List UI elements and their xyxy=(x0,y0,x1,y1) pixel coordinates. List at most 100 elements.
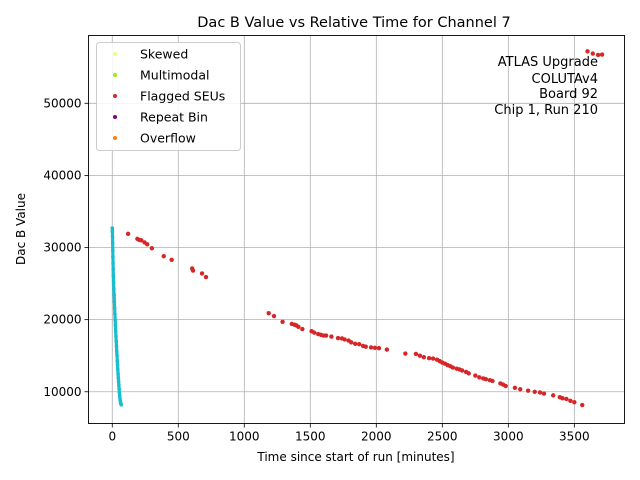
normal-point xyxy=(117,390,122,395)
normal-point xyxy=(113,329,118,333)
y-axis-label: Dac B Value xyxy=(14,193,28,265)
flagged-seu-point xyxy=(125,231,131,237)
legend-marker-repeat-bin xyxy=(113,115,117,119)
normal-points xyxy=(110,226,124,407)
legend-label-overflow: Overflow xyxy=(140,131,196,146)
y-tick-label: 20000 xyxy=(43,313,81,327)
legend-marker-overflow xyxy=(113,136,117,140)
flagged-seu-point xyxy=(342,337,347,342)
flagged-seu-point xyxy=(352,341,358,347)
normal-point xyxy=(113,317,117,322)
x-tick-label: 2500 xyxy=(427,430,458,444)
x-axis-ticks: 0 500 1000 1500 2000 2500 3000 3500 xyxy=(108,423,590,444)
chart-title: Dac B Value vs Relative Time for Channel… xyxy=(197,15,510,31)
normal-point xyxy=(117,393,122,398)
flagged-seu-point xyxy=(473,373,478,378)
flagged-seu-point xyxy=(403,351,408,356)
normal-point xyxy=(114,339,119,344)
flagged-seu-point xyxy=(483,376,489,382)
flagged-seu-point xyxy=(512,385,518,391)
flagged-seu-point xyxy=(417,353,423,358)
normal-point xyxy=(111,280,116,284)
flagged-seu-point xyxy=(525,388,531,393)
flagged-seu-point xyxy=(376,345,382,351)
normal-point xyxy=(112,299,117,304)
legend-label-skewed: Skewed xyxy=(140,47,188,62)
flagged-seu-point xyxy=(541,391,547,396)
flagged-seu-point xyxy=(266,310,271,316)
normal-point xyxy=(116,376,121,380)
normal-point xyxy=(114,344,119,349)
normal-point xyxy=(112,286,116,291)
normal-point xyxy=(116,371,120,376)
legend: Skewed Multimodal Flagged SEUs Repeat Bi… xyxy=(96,42,241,151)
normal-point xyxy=(116,367,120,372)
normal-point xyxy=(115,353,119,358)
legend-label-multimodal: Multimodal xyxy=(140,68,209,83)
flagged-seu-point xyxy=(149,246,155,251)
x-tick-label: 3000 xyxy=(493,430,524,444)
y-tick-label: 40000 xyxy=(43,168,81,182)
flagged-seu-point xyxy=(421,354,427,360)
flagged-seu-point xyxy=(466,371,471,376)
flagged-seu-point xyxy=(560,396,565,401)
flagged-seu-point xyxy=(518,387,523,392)
flagged-seu-point xyxy=(145,242,150,247)
flagged-seu-point xyxy=(203,274,209,280)
flagged-seu-point xyxy=(595,52,601,58)
flagged-seu-point xyxy=(580,402,585,408)
run-annotation: ATLAS Upgrade COLUTAv4 Board 92 Chip 1, … xyxy=(494,55,598,118)
legend-label-flagged-seus: Flagged SEUs xyxy=(140,89,225,104)
y-tick-label: 10000 xyxy=(43,385,81,399)
x-tick-label: 500 xyxy=(167,430,190,444)
flagged-seu-point xyxy=(335,335,341,341)
y-tick-label: 50000 xyxy=(43,96,81,110)
normal-point xyxy=(110,229,115,234)
normal-point xyxy=(114,334,118,339)
normal-point xyxy=(114,349,119,354)
normal-point xyxy=(115,363,120,367)
normal-point xyxy=(110,234,115,239)
flagged-seu-point xyxy=(349,340,354,345)
y-axis-ticks: 10000 20000 30000 40000 50000 xyxy=(43,96,89,399)
flagged-seu-point xyxy=(161,253,166,259)
flagged-seu-point xyxy=(490,378,495,384)
flagged-seu-point xyxy=(300,326,305,332)
flagged-seu-point xyxy=(323,333,329,338)
flagged-seu-point xyxy=(564,396,569,402)
normal-point xyxy=(111,267,115,271)
x-tick-label: 3500 xyxy=(559,430,590,444)
flagged-seu-point xyxy=(296,324,301,330)
normal-point xyxy=(116,379,121,384)
normal-point xyxy=(112,306,117,310)
flagged-seu-point xyxy=(477,375,482,380)
legend-marker-multimodal xyxy=(113,73,117,77)
flagged-seu-point xyxy=(368,345,374,350)
x-axis-label: Time since start of run [minutes] xyxy=(256,450,454,464)
flagged-seu-point xyxy=(372,345,378,350)
flagged-seu-point xyxy=(537,390,543,395)
flagged-seu-point xyxy=(430,356,436,361)
flagged-seu-point xyxy=(271,313,277,319)
legend-marker-flagged-seus xyxy=(113,94,117,98)
normal-point xyxy=(115,358,120,363)
flagged-seu-point xyxy=(413,351,419,357)
flagged-seu-point xyxy=(169,257,174,262)
x-tick-label: 1000 xyxy=(229,430,260,444)
normal-point xyxy=(110,248,115,253)
normal-point xyxy=(111,261,115,266)
flagged-seu-point xyxy=(585,49,590,54)
flagged-seu-point xyxy=(572,400,577,405)
flagged-seu-point xyxy=(280,319,285,325)
flagged-seu-point xyxy=(329,334,334,339)
flagged-seu-point xyxy=(599,52,605,57)
flagged-seu-point xyxy=(532,389,537,394)
x-tick-label: 0 xyxy=(108,430,116,444)
normal-point xyxy=(117,383,121,388)
x-tick-label: 2000 xyxy=(361,430,392,444)
legend-label-repeat-bin: Repeat Bin xyxy=(140,110,208,125)
flagged-seu-point xyxy=(384,347,390,352)
flagged-seu-point xyxy=(199,271,205,276)
flagged-seu-point xyxy=(139,238,144,243)
